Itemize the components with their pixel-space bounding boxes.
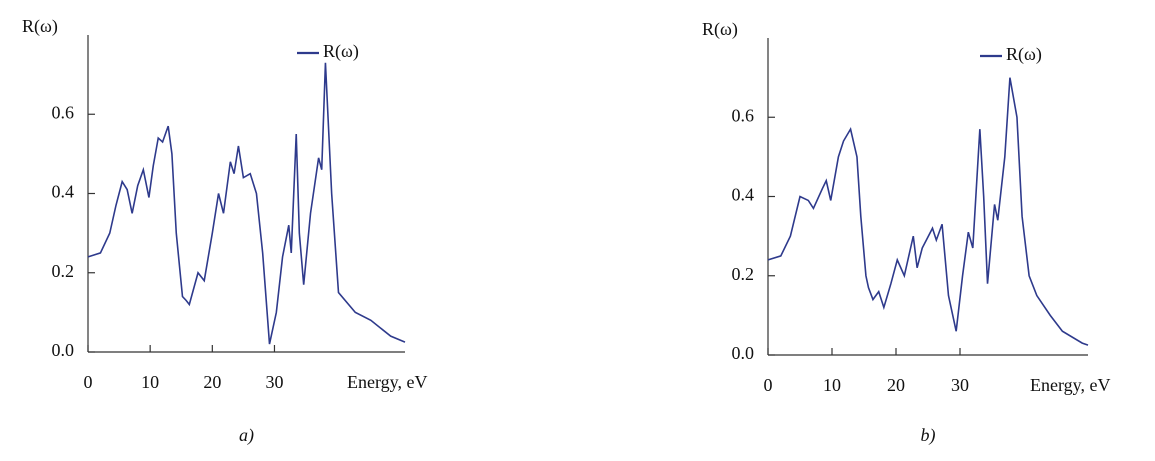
x-tick-label: 10 (141, 372, 159, 392)
y-tick-label: 0.0 (52, 340, 75, 360)
y-tick-label: 0.2 (732, 264, 755, 284)
caption: a) (239, 425, 254, 446)
y-tick-label: 0.4 (52, 182, 75, 202)
data-line (87, 62, 406, 345)
x-tick-label: 20 (887, 375, 905, 395)
x-tick-label: 30 (265, 372, 283, 392)
y-tick-label: 0.2 (52, 261, 75, 281)
y-tick-label: 0.4 (732, 185, 755, 205)
legend-label: R(ω) (323, 41, 359, 62)
data-line (767, 77, 1089, 346)
x-axis-label: Energy, eV (347, 372, 427, 392)
y-tick-label: 0.6 (52, 102, 75, 122)
y-tick-label: 0.6 (732, 105, 755, 125)
y-tick-label: 0.0 (732, 343, 755, 363)
y-axis-label: R(ω) (702, 19, 738, 40)
x-axis-label: Energy, eV (1030, 375, 1110, 395)
x-tick-label: 20 (203, 372, 221, 392)
legend-label: R(ω) (1006, 44, 1042, 65)
y-axis-label: R(ω) (22, 16, 58, 37)
x-tick-label: 30 (951, 375, 969, 395)
caption: b) (921, 425, 936, 446)
x-tick-label: 10 (823, 375, 841, 395)
x-tick-label: 0 (84, 372, 93, 392)
x-tick-label: 0 (764, 375, 773, 395)
